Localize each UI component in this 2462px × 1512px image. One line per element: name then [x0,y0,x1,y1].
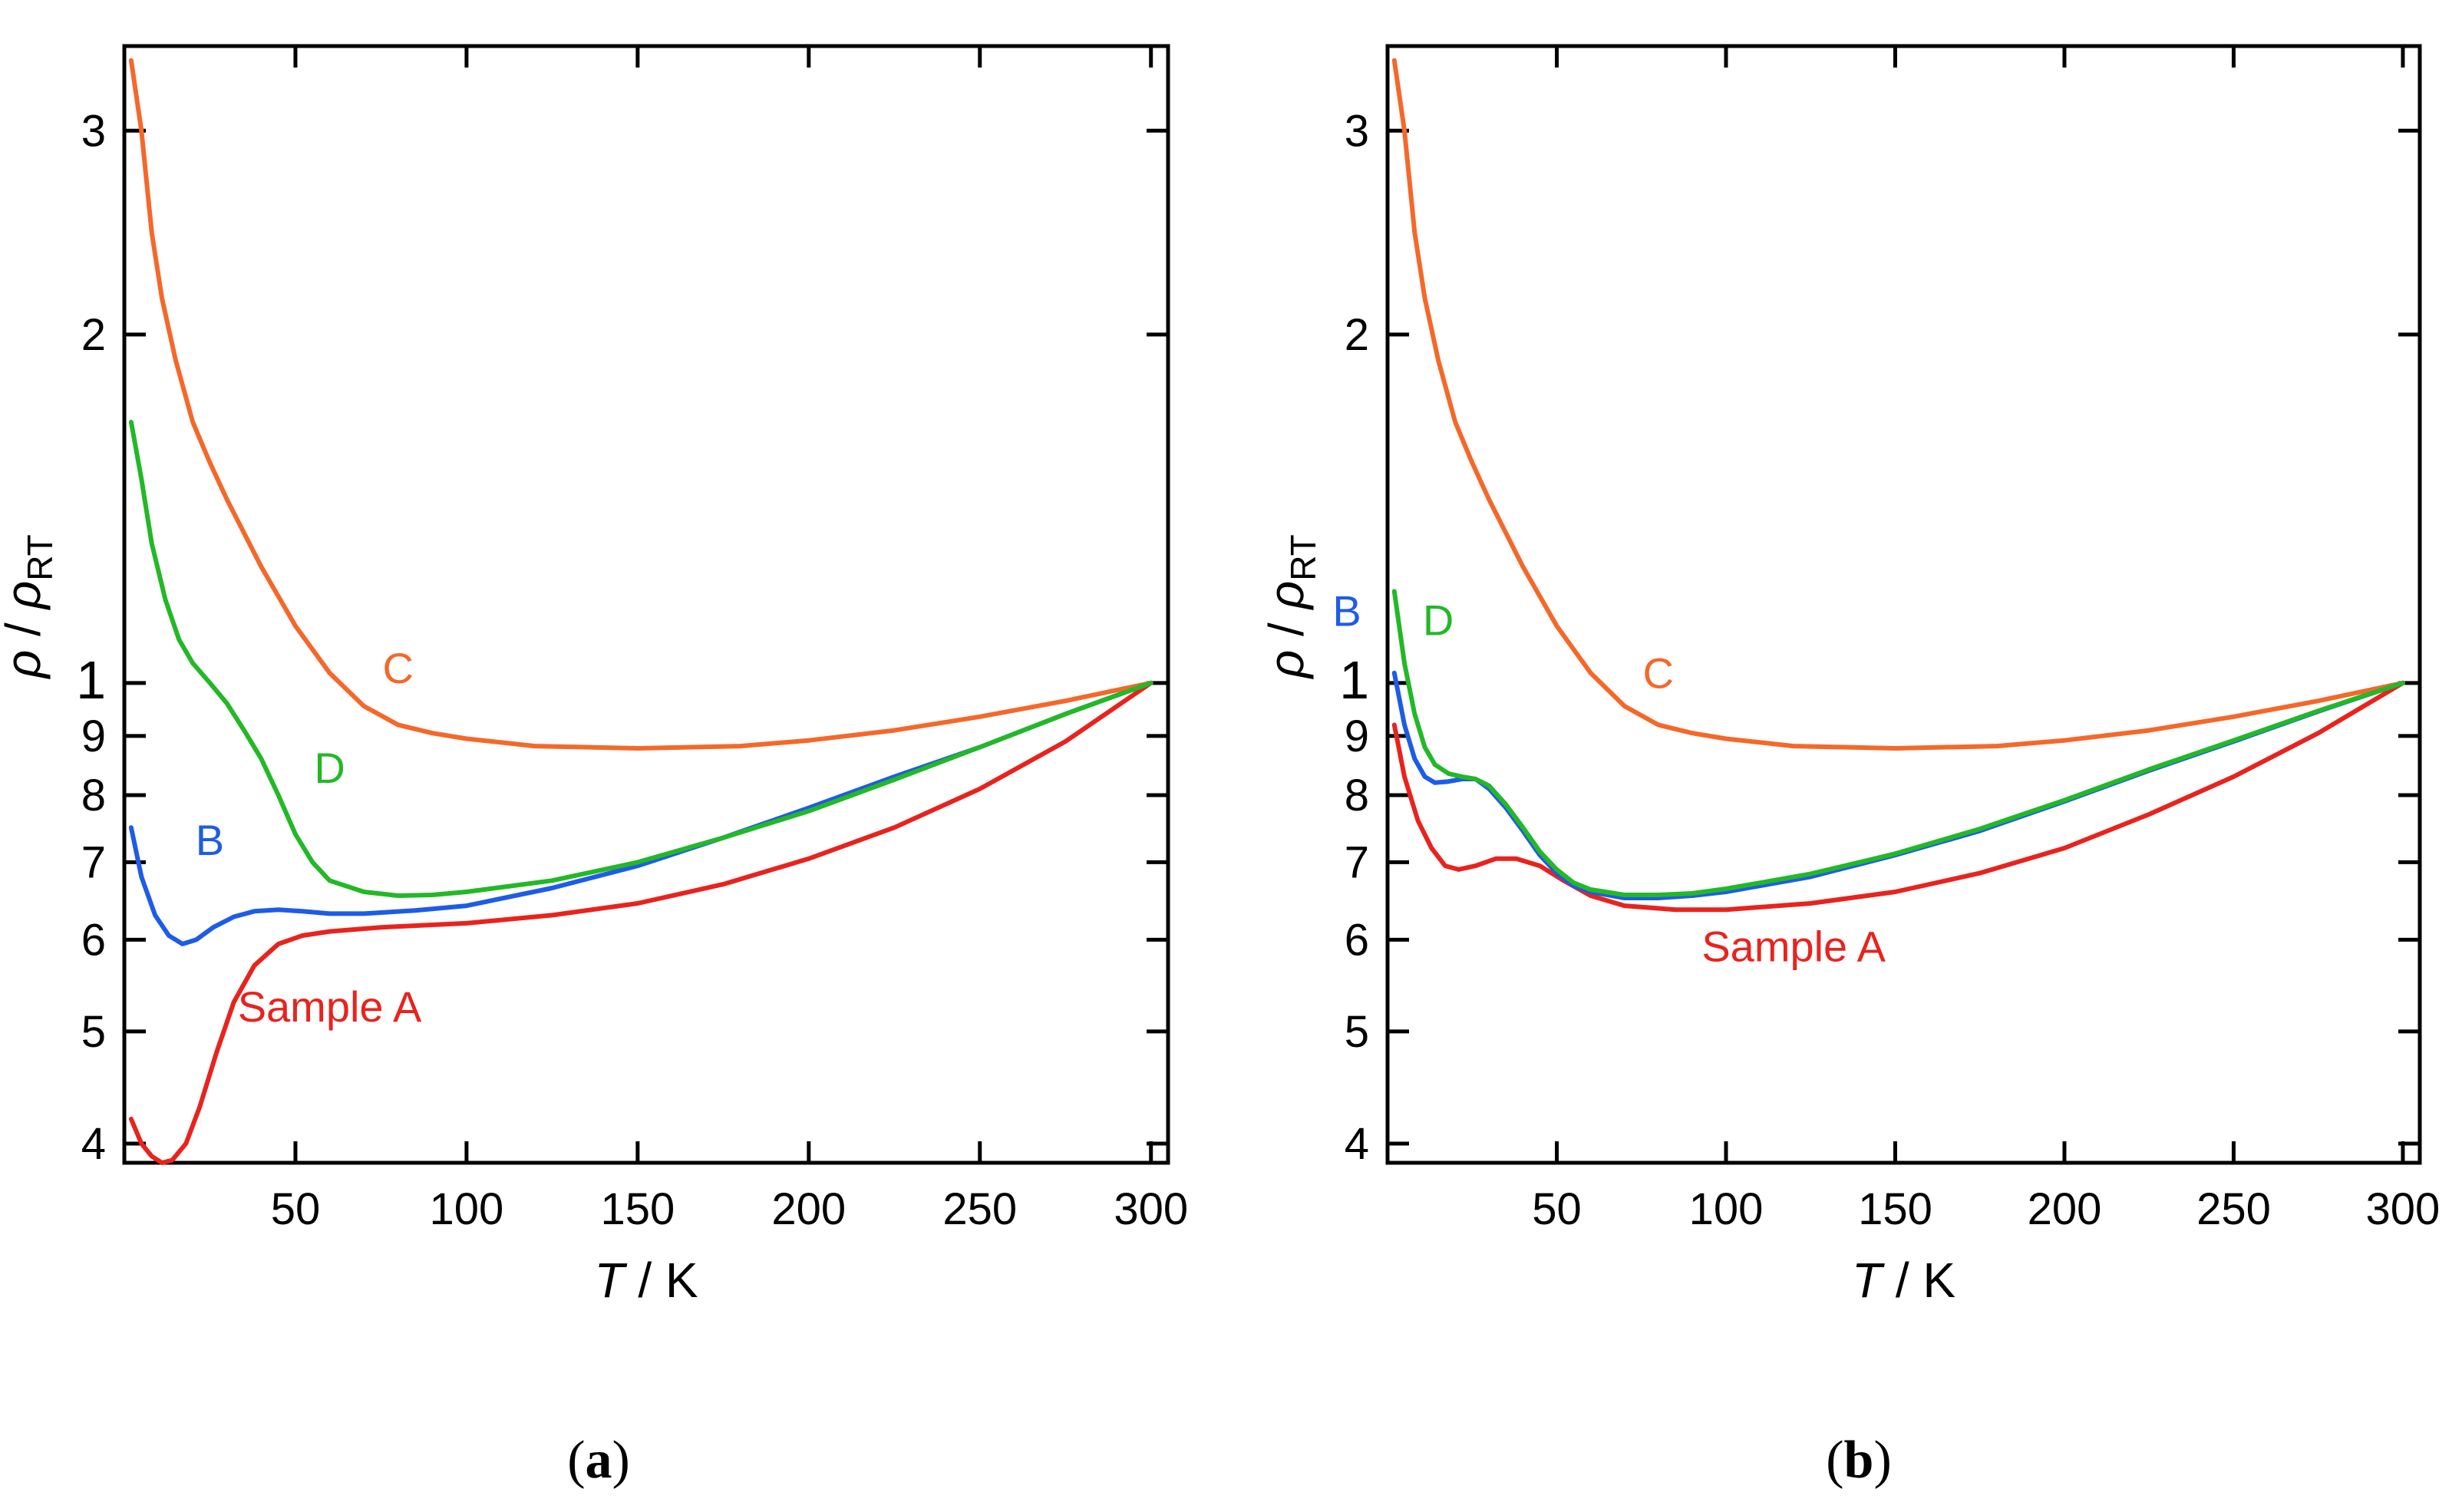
y-tick-label: 4 [1345,1119,1369,1169]
y-tick-label: 2 [81,310,106,360]
series-label-b: B [1332,587,1361,636]
y-tick-label: 5 [1345,1007,1369,1057]
x-tick-label: 250 [2196,1184,2271,1234]
series-label-d: D [1423,596,1454,644]
series-label-sample-a: Sample A [1701,922,1886,970]
y-tick-label: 9 [1345,711,1369,761]
series-line-b [128,680,1153,946]
x-axis-title: T / K [594,1253,698,1308]
y-tick-label: 7 [81,837,106,887]
y-tick-label: 9 [81,711,106,761]
chart-panel-b: 50 100 150 200 250 300 4 5 6 7 8 91 2 3 B D C Sample A T /… [1259,44,2441,1490]
y-tick-label: 1 [76,650,106,710]
y-axis-title: ρ / ρRT [1259,534,1323,679]
x-tick-label: 300 [2366,1184,2441,1234]
x-tick-label: 150 [600,1184,675,1234]
x-tick-label: 100 [430,1184,504,1234]
series-line-sample-a [128,680,1153,1165]
series-line-b [1391,670,2405,900]
y-tick-label: 4 [81,1119,106,1169]
x-tick-label: 50 [1532,1184,1582,1234]
y-tick-label: 6 [1345,915,1369,965]
series-line-c [1391,58,2405,751]
series-line-c [128,58,1153,751]
x-tick-label: 100 [1689,1184,1764,1234]
y-tick-label: 6 [81,915,106,965]
chart-panel-a: 50 100 150 200 250 300 4 5 6 7 8 91 2 3 C D B Sample A T /… [0,44,1188,1490]
series-line-d [1391,589,2405,897]
x-tick-label: 250 [942,1184,1017,1234]
series-label-c: C [1643,649,1674,697]
x-axis-title: T / K [1852,1253,1955,1308]
x-tick-label: 50 [271,1184,321,1234]
y-tick-label: 3 [1345,106,1369,156]
plot-frame [1385,44,2422,1165]
series-line-d [128,420,1153,898]
x-tick-label: 150 [1858,1184,1932,1234]
series-label-c: C [382,644,413,692]
y-tick-label: 5 [81,1007,106,1057]
x-tick-label: 300 [1114,1184,1188,1234]
y-tick-label: 2 [1345,310,1369,360]
series-label-b: B [196,816,224,864]
y-axis-title: ρ / ρRT [0,534,60,679]
x-tick-label: 200 [2028,1184,2102,1234]
y-tick-label: 3 [81,106,106,156]
y-tick-label: 7 [1345,837,1369,887]
series-label-d: D [314,744,345,792]
panel-caption-a: (a) [567,1431,630,1490]
y-tick-label: 8 [1345,771,1369,820]
series-line-sample-a [1391,680,2405,913]
plot-frame [122,44,1170,1165]
x-tick-label: 200 [771,1184,846,1234]
panel-caption-b: (b) [1826,1431,1892,1490]
y-tick-label: 8 [81,771,106,820]
y-tick-label: 1 [1339,650,1369,710]
series-label-sample-a: Sample A [238,982,422,1031]
